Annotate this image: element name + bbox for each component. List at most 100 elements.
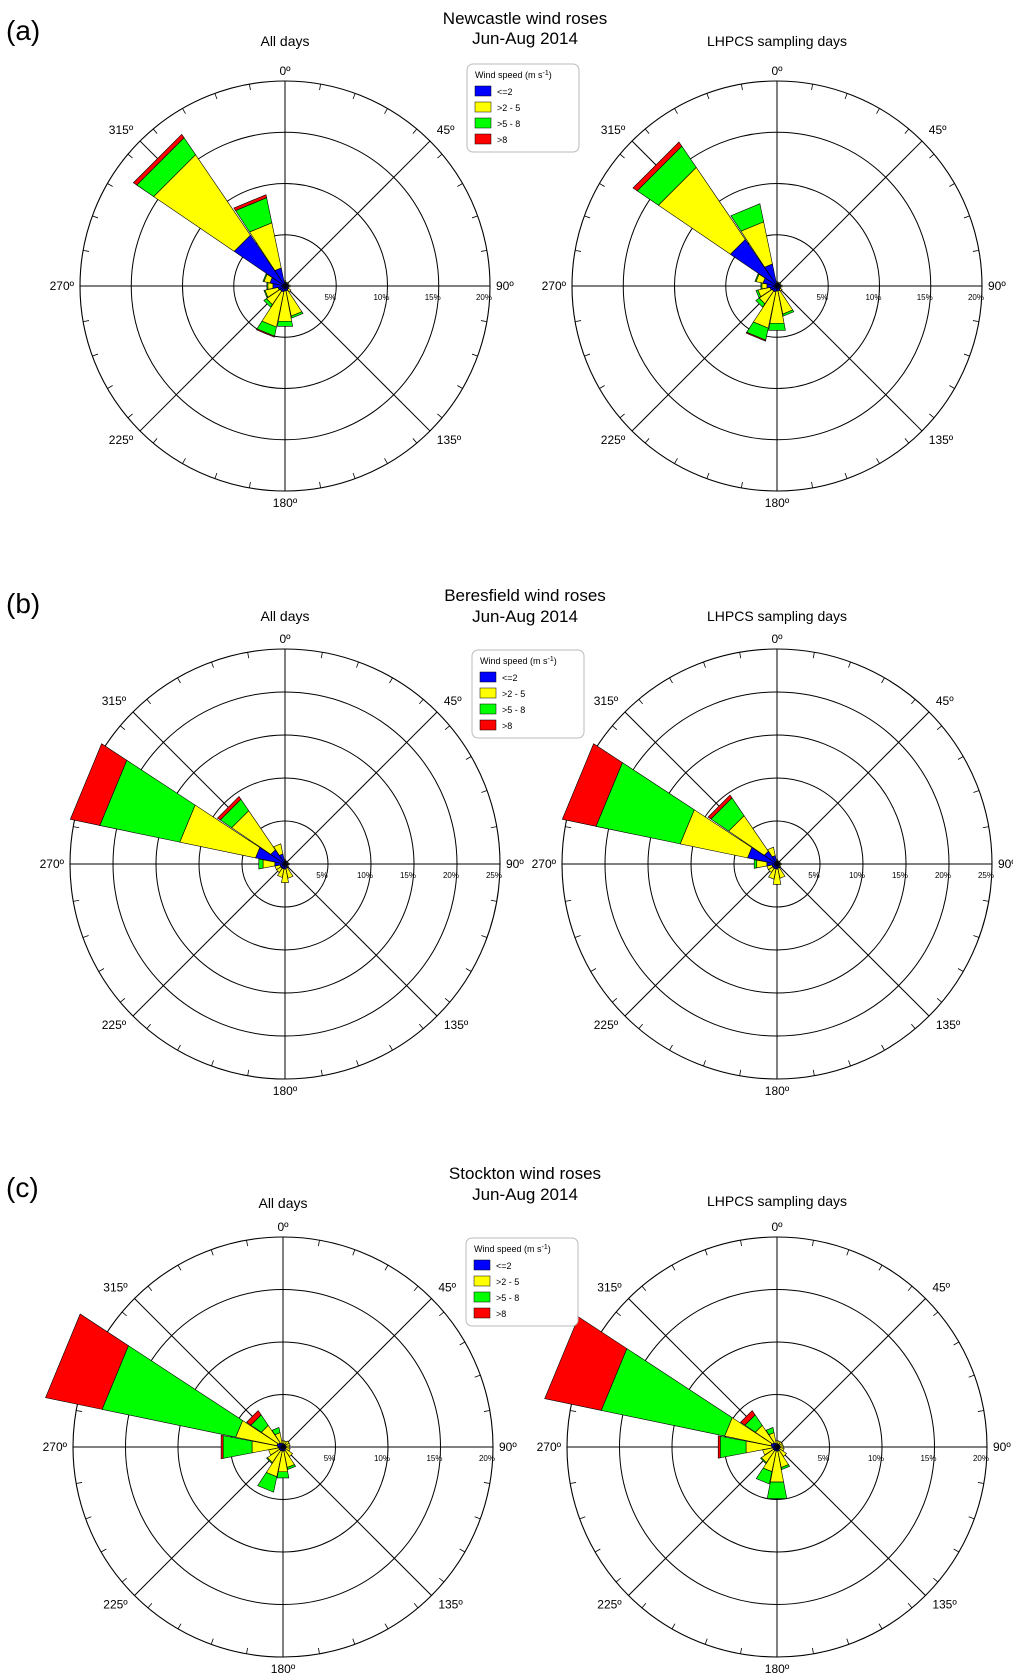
outer-tick xyxy=(949,385,955,389)
wind-rose-stockton-sampling-days: 5% 10% 15% 20% 0º 45º 90º 135º 180º 225º 270º 315º xyxy=(537,1220,1012,1676)
petal-202.5-8 xyxy=(255,328,275,338)
outer-tick xyxy=(638,699,643,705)
direction-label-0: 0º xyxy=(771,64,783,78)
ring-label-5: 5% xyxy=(808,871,820,880)
ring-label-15: 15% xyxy=(892,871,908,880)
direction-label-180: 180º xyxy=(765,496,790,510)
petal-292.5-58 xyxy=(101,1345,243,1438)
outer-tick xyxy=(82,935,89,938)
legend-swatch xyxy=(479,671,497,683)
outer-tick xyxy=(953,1548,960,1553)
petal-270-58 xyxy=(753,859,758,869)
outer-tick xyxy=(846,1249,850,1256)
outer-tick xyxy=(481,935,488,938)
outer-tick xyxy=(848,661,851,668)
direction-label-225: 225º xyxy=(597,1597,622,1611)
direction-label-270: 270º xyxy=(532,857,557,871)
outer-tick xyxy=(413,1285,419,1291)
outer-tick xyxy=(878,1623,883,1630)
outer-tick xyxy=(638,1023,643,1029)
outer-tick xyxy=(953,1341,960,1346)
outer-tick xyxy=(982,899,989,902)
outer-tick xyxy=(120,725,126,730)
outer-tick xyxy=(182,108,186,114)
legend-swatch xyxy=(479,687,497,699)
outer-tick xyxy=(811,481,813,488)
outer-tick xyxy=(615,1311,621,1317)
outer-tick xyxy=(444,725,450,730)
outer-tick xyxy=(812,1240,814,1247)
direction-label-315: 315º xyxy=(109,123,134,137)
outer-tick xyxy=(741,84,743,91)
outer-tick xyxy=(147,1603,153,1609)
outer-tick xyxy=(957,968,964,972)
petal-180-58 xyxy=(276,320,294,327)
outer-tick xyxy=(389,1044,393,1051)
outer-tick xyxy=(957,756,964,760)
outer-tick xyxy=(214,472,218,479)
ring-label-5: 5% xyxy=(324,1454,336,1463)
outer-tick xyxy=(146,1023,151,1029)
outer-tick xyxy=(249,481,251,488)
outer-tick xyxy=(177,1623,182,1630)
direction-label-0: 0º xyxy=(277,1220,289,1234)
suptitle-c: Stockton wind roses xyxy=(449,1164,601,1183)
outer-tick xyxy=(247,1069,250,1076)
outer-tick xyxy=(480,320,487,322)
direction-label-180: 180º xyxy=(765,1084,790,1098)
legend-label: <=2 xyxy=(496,1261,512,1271)
legend-swatch xyxy=(473,1275,491,1287)
ring-label-15: 15% xyxy=(920,1454,936,1463)
outer-tick xyxy=(575,250,582,252)
outer-tick xyxy=(876,458,880,464)
petal-292.5-8 xyxy=(45,1313,129,1410)
direction-label-315: 315º xyxy=(102,694,127,708)
petal-90-25 xyxy=(288,284,291,288)
petal-157.5-58 xyxy=(286,1464,297,1471)
ring-label-15: 15% xyxy=(426,1454,442,1463)
outer-tick xyxy=(439,1577,445,1583)
outer-tick xyxy=(982,826,989,829)
outer-tick xyxy=(83,320,90,322)
outer-tick xyxy=(844,472,848,479)
outer-tick xyxy=(437,153,443,159)
outer-tick xyxy=(615,1577,621,1583)
outer-tick xyxy=(419,699,424,705)
direction-label-90: 90º xyxy=(496,279,514,293)
outer-tick xyxy=(249,84,251,91)
petal-315-8 xyxy=(132,133,185,186)
legend-swatch xyxy=(474,117,492,129)
outer-tick xyxy=(977,1410,984,1412)
legend-title: Wind speed (m s-1) xyxy=(480,656,557,667)
direction-label-180: 180º xyxy=(273,1084,298,1098)
direction-label-90: 90º xyxy=(506,857,524,871)
outer-tick xyxy=(574,935,581,938)
outer-tick xyxy=(127,153,133,159)
direction-label-270: 270º xyxy=(50,279,75,293)
outer-tick xyxy=(73,826,80,829)
outer-tick xyxy=(641,1603,647,1609)
petal-315-8 xyxy=(246,1410,262,1426)
petal-292.5-58 xyxy=(262,273,268,282)
outer-tick xyxy=(384,108,388,114)
outer-tick xyxy=(612,998,618,1003)
direction-label-225: 225º xyxy=(103,1597,128,1611)
petal-270-25 xyxy=(267,282,274,290)
outer-tick xyxy=(968,1374,975,1378)
ring-label-10: 10% xyxy=(357,871,373,880)
period-b: Jun-Aug 2014 xyxy=(472,607,578,626)
outer-tick xyxy=(973,935,980,938)
direction-label-45: 45º xyxy=(936,694,954,708)
outer-tick xyxy=(481,790,488,793)
outer-tick xyxy=(76,1482,83,1484)
outer-tick xyxy=(246,1647,248,1654)
outer-tick xyxy=(85,1516,92,1520)
outer-tick xyxy=(644,128,650,134)
direction-label-135: 135º xyxy=(437,433,462,447)
wind-rose-beresfield-sampling-days: 5% 10% 15% 20% 25% 0º 45º 90º 135º 180º 225º 270º 31… xyxy=(532,632,1013,1098)
outer-tick xyxy=(575,320,582,322)
outer-tick xyxy=(739,1069,742,1076)
subtitle-a-right: LHPCS sampling days xyxy=(707,33,847,49)
outer-tick xyxy=(703,661,706,668)
